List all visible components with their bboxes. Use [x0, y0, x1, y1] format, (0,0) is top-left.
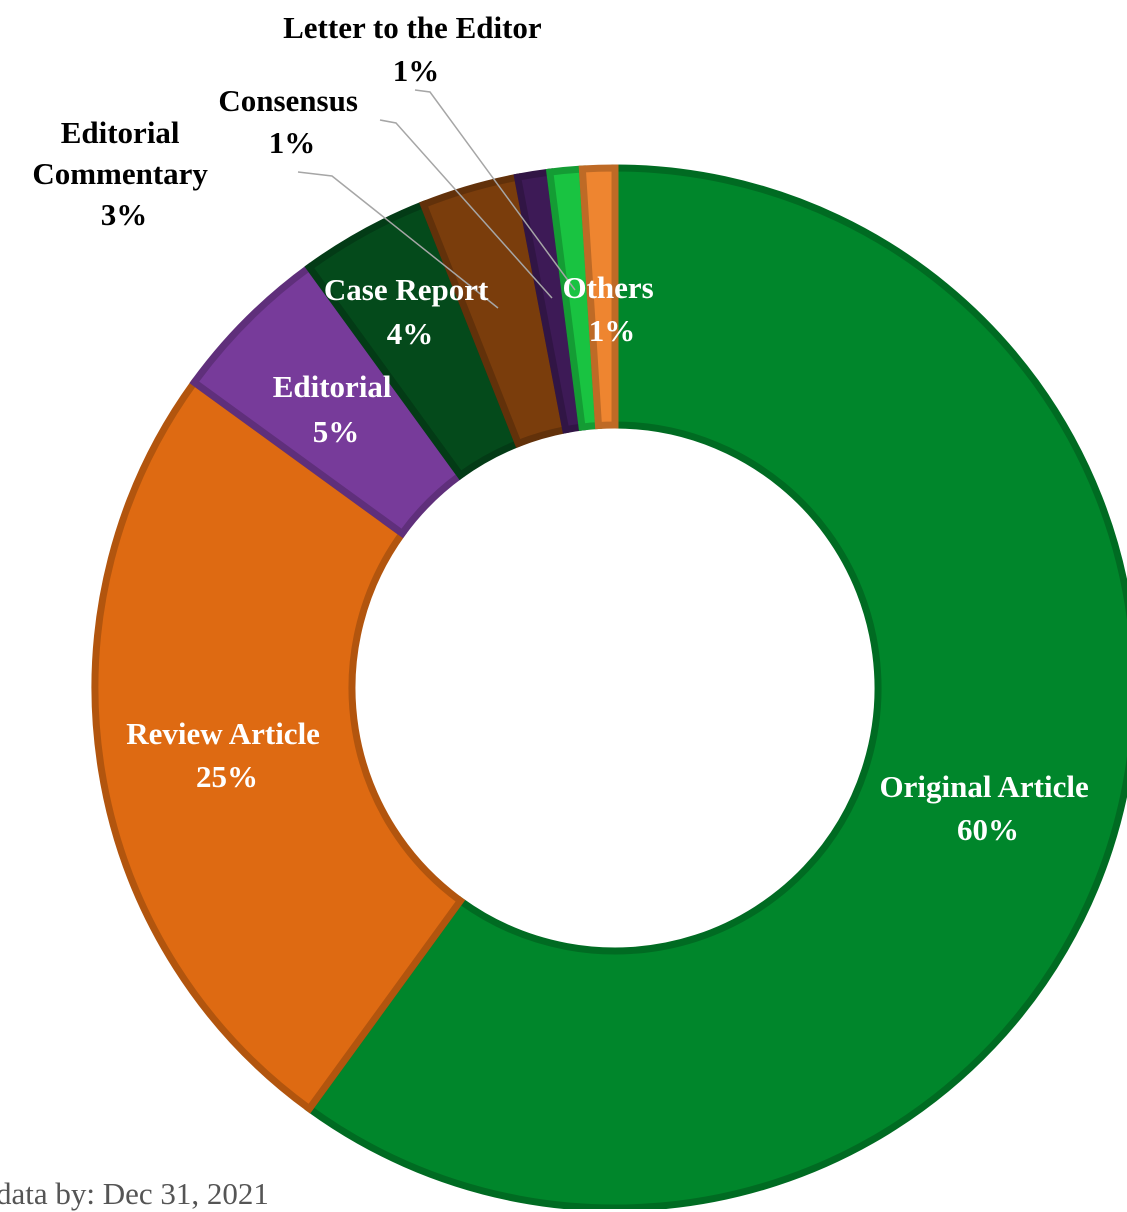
slice-original-article — [304, 164, 1127, 1209]
leader-line-letter-to-the-editor — [414, 89, 576, 291]
donut-slices — [91, 164, 1127, 1209]
footnote-text: data by: Dec 31, 2021 — [0, 1176, 269, 1211]
slice-others — [578, 164, 619, 430]
slice-review-article — [91, 377, 466, 1114]
leader-line-editorial-commentary — [297, 171, 499, 309]
leader-lines — [297, 89, 576, 309]
label-editorial: Editorial 5% — [273, 369, 400, 449]
label-case-report: Case Report 4% — [324, 272, 496, 351]
label-others: Others 1% — [562, 270, 661, 348]
label-consensus: Consensus 1% — [218, 83, 365, 160]
data-labels: Original Article 60% Review Article 25% … — [32, 10, 1097, 847]
label-letter-to-the-editor: Letter to the Editor 1% — [283, 10, 549, 88]
label-original-article: Original Article 60% — [880, 769, 1097, 847]
leader-line-consensus — [379, 119, 553, 299]
label-editorial-commentary: Editorial Commentary 3% — [32, 115, 215, 232]
label-review-article: Review Article 25% — [126, 716, 327, 794]
